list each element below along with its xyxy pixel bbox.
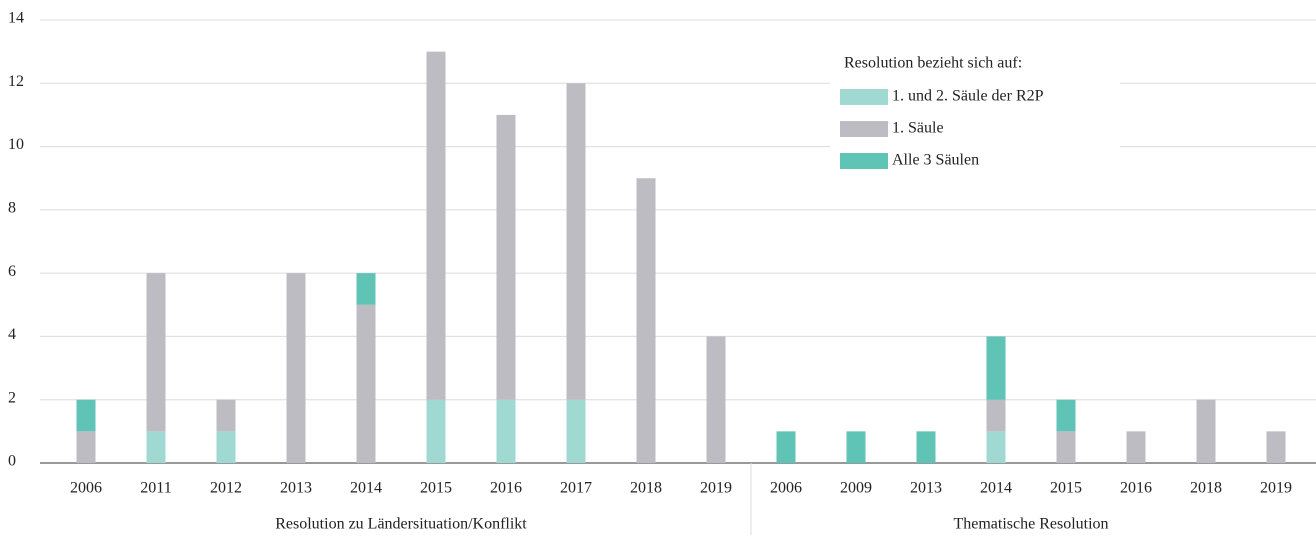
legend-label: 1. Säule: [892, 120, 944, 137]
x-tick-label: 2009: [840, 480, 872, 497]
bar-segment: [1056, 399, 1076, 432]
x-tick-label: 2013: [910, 480, 942, 497]
bar-segment: [76, 431, 96, 463]
bar-segment: [986, 399, 1006, 432]
y-tick-label: 4: [8, 326, 16, 343]
group-label: Thematische Resolution: [953, 516, 1108, 533]
x-tick-label: 2011: [140, 480, 171, 497]
x-tick-label: 2015: [420, 480, 452, 497]
bar-segment: [76, 399, 96, 432]
legend-swatch: [840, 89, 888, 105]
x-tick-label: 2013: [280, 480, 312, 497]
x-tick-label: 2006: [70, 480, 102, 497]
x-tick-label: 2015: [1050, 480, 1082, 497]
y-tick-label: 12: [8, 73, 24, 90]
bar-segment: [916, 431, 936, 463]
bar-segment: [216, 431, 236, 463]
legend-title: Resolution bezieht sich auf:: [844, 55, 1022, 72]
x-tick-label: 2006: [770, 480, 802, 497]
bar-segment: [426, 51, 446, 400]
bar-segment: [566, 399, 586, 463]
bar-segment: [216, 399, 236, 432]
x-tick-label: 2018: [630, 480, 662, 497]
bar-segment: [846, 431, 866, 463]
group-label: Resolution zu Ländersituation/Konflikt: [275, 516, 527, 533]
y-tick-label: 8: [8, 200, 16, 217]
bar-segment: [1056, 431, 1076, 463]
bar-segment: [986, 336, 1006, 400]
bar-segment: [356, 273, 376, 305]
x-tick-label: 2014: [350, 480, 382, 497]
bar-segment: [356, 304, 376, 463]
legend-label: 1. und 2. Säule der R2P: [892, 88, 1044, 105]
bar-segment: [496, 114, 516, 400]
bar-segment: [1126, 431, 1146, 463]
y-tick-label: 0: [8, 453, 16, 470]
bar-segment: [1196, 399, 1216, 463]
bar-segment: [1266, 431, 1286, 463]
x-tick-label: 2016: [490, 480, 522, 497]
bar-segment: [426, 399, 446, 463]
x-tick-label: 2019: [700, 480, 732, 497]
bar-segment: [566, 83, 586, 400]
bar-segment: [146, 431, 166, 463]
y-tick-label: 14: [8, 10, 24, 27]
bar-segment: [286, 273, 306, 463]
x-tick-label: 2018: [1190, 480, 1222, 497]
x-tick-label: 2019: [1260, 480, 1292, 497]
legend-swatch: [840, 121, 888, 137]
y-tick-label: 10: [8, 136, 24, 153]
y-tick-label: 6: [8, 263, 16, 280]
x-tick-label: 2012: [210, 480, 242, 497]
bar-segment: [496, 399, 516, 463]
legend-label: Alle 3 Säulen: [892, 152, 979, 169]
bar-segment: [636, 178, 656, 463]
x-tick-label: 2016: [1120, 480, 1152, 497]
bar-segment: [146, 273, 166, 432]
bar-segment: [986, 431, 1006, 463]
bar-segment: [706, 336, 726, 463]
legend-swatch: [840, 153, 888, 169]
y-tick-label: 2: [8, 389, 16, 406]
bar-segment: [776, 431, 796, 463]
x-tick-label: 2017: [560, 480, 592, 497]
x-tick-label: 2014: [980, 480, 1012, 497]
